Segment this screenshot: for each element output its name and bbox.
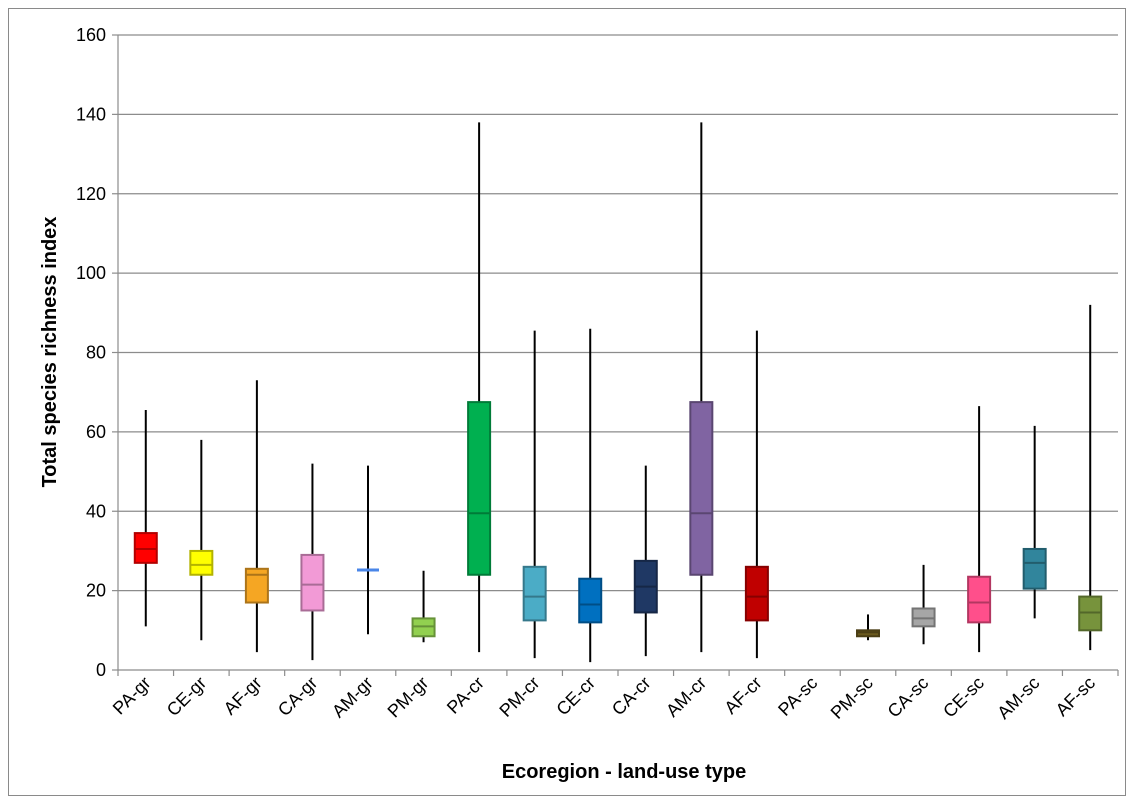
x-tick-label: CE-gr — [163, 673, 210, 720]
box-pa-cr — [467, 122, 492, 653]
gridlines — [118, 34, 1118, 592]
x-tick-label: AF-sc — [1052, 673, 1099, 720]
box-pa-gr — [133, 410, 158, 627]
box-af-sc — [1078, 304, 1103, 651]
box-ca-sc — [911, 564, 936, 645]
x-tick-label: CA-gr — [274, 673, 321, 720]
x-tick-label: PM-cr — [495, 673, 543, 721]
x-tick-label: AF-cr — [720, 673, 765, 718]
y-tick-label: 100 — [76, 263, 106, 283]
box-body — [244, 567, 269, 604]
y-axis-title: Total species richness index — [39, 217, 61, 488]
x-tick-label: AM-sc — [993, 673, 1043, 723]
x-tick-label: AM-cr — [662, 673, 710, 721]
box-body — [300, 553, 325, 612]
box-body — [967, 575, 992, 624]
x-tick-label: PA-sc — [774, 673, 821, 720]
x-tick-label: AM-gr — [328, 673, 377, 722]
box-body — [467, 401, 492, 576]
x-axis-title: Ecoregion - land-use type — [502, 761, 746, 783]
y-tick-label: 60 — [86, 422, 106, 442]
box-am-sc — [1022, 425, 1047, 619]
box-pm-gr — [411, 570, 436, 643]
box-af-gr — [244, 380, 269, 653]
boxes — [133, 122, 1103, 663]
x-tick-label: PM-gr — [384, 673, 433, 722]
box-am-cr — [689, 122, 714, 653]
box-ce-gr — [189, 439, 214, 641]
x-tick-label: PA-cr — [443, 673, 488, 718]
box-af-cr — [744, 330, 769, 659]
axes — [112, 34, 1119, 676]
box-body — [689, 401, 714, 576]
box-ca-gr — [300, 463, 325, 661]
x-tick-label: PA-gr — [109, 673, 155, 719]
y-tick-label: 40 — [86, 501, 106, 521]
box-am-gr — [357, 465, 379, 635]
x-tick-label: PM-sc — [827, 673, 877, 723]
x-tick-label: CA-sc — [884, 673, 933, 722]
box-body — [522, 565, 547, 622]
y-tick-label: 160 — [76, 25, 106, 45]
x-tick-label: CA-cr — [608, 673, 655, 720]
box-body — [578, 577, 603, 624]
box-pm-cr — [522, 330, 547, 659]
y-tick-label: 80 — [86, 343, 106, 363]
box-body — [1022, 547, 1047, 590]
x-tick-label: AF-gr — [220, 673, 266, 719]
box-body — [744, 565, 769, 622]
box-ce-cr — [578, 328, 603, 663]
x-tick-label: CE-sc — [939, 673, 988, 722]
y-tick-label: 140 — [76, 104, 106, 124]
y-tick-label: 0 — [96, 660, 106, 680]
box-body — [189, 549, 214, 576]
x-tick-label: CE-cr — [552, 673, 599, 720]
box-ce-sc — [967, 406, 992, 653]
box-ca-cr — [633, 465, 658, 657]
y-tick-label: 20 — [86, 581, 106, 601]
chart-frame — [8, 8, 1126, 796]
y-tick-label: 120 — [76, 184, 106, 204]
box-pm-sc — [856, 614, 880, 641]
